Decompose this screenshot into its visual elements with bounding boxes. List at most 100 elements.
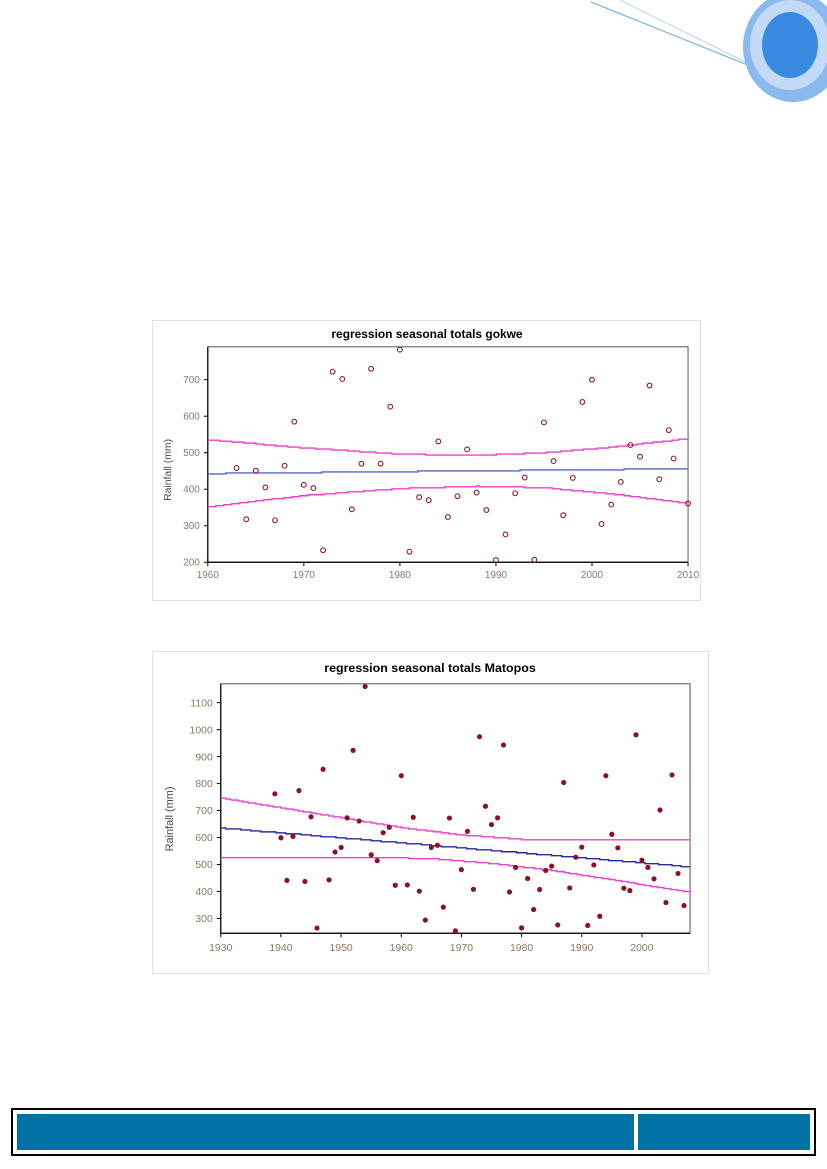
footer-cell-left [17, 1114, 634, 1150]
data-point [494, 815, 501, 821]
data-point [440, 904, 446, 910]
data-point [452, 928, 459, 934]
data-points-gokwe [233, 346, 691, 564]
inner-ellipse-icon [762, 12, 818, 78]
data-point [549, 863, 555, 869]
data-point [434, 842, 440, 848]
y-tick-label: 600 [183, 412, 200, 423]
y-tick-label: 400 [195, 887, 213, 898]
chart-title-gokwe: regression seasonal totals gokwe [331, 327, 523, 341]
y-axis-ticks-gokwe: 200 300 400 500 600 700 [183, 375, 208, 569]
chart-title-matopos: regression seasonal totals Matopos [324, 661, 536, 675]
data-point [422, 917, 428, 923]
y-tick-label: 900 [195, 752, 213, 763]
y-axis-ticks-matopos: 300 400 500 600 700 800 900 1000 1100 [190, 698, 221, 925]
data-point [473, 489, 480, 496]
y-tick-label: 700 [195, 806, 213, 817]
data-point [500, 742, 507, 748]
regression-lines-matopos [220, 797, 691, 893]
figure-matopos-container: regression seasonal totals Matopos Rainf… [152, 651, 709, 974]
data-point [502, 531, 509, 538]
series-lower-confidence-band [207, 485, 689, 508]
data-point [428, 844, 434, 851]
data-point [506, 889, 513, 895]
data-point [670, 455, 677, 462]
data-point [531, 906, 537, 913]
plot-frame-gokwe [207, 346, 689, 563]
x-tick-label: 1980 [510, 943, 533, 954]
chart-matopos: regression seasonal totals Matopos Rainf… [164, 661, 691, 954]
x-tick-label: 2010 [677, 570, 700, 581]
data-point [627, 442, 634, 448]
data-point [392, 882, 398, 888]
page-footer [11, 1108, 816, 1156]
x-tick-label: 1930 [209, 943, 232, 954]
x-tick-label: 1960 [390, 943, 413, 954]
data-point [326, 877, 332, 883]
data-point [454, 493, 461, 500]
data-point [290, 833, 296, 840]
data-point [416, 888, 422, 894]
regression-lines-gokwe [207, 438, 689, 508]
data-point [521, 474, 528, 481]
data-point [387, 403, 394, 410]
data-point [308, 814, 314, 820]
data-point [669, 772, 675, 778]
data-point [252, 467, 259, 474]
data-point [281, 462, 288, 469]
data-point [406, 548, 413, 555]
data-point [396, 346, 403, 353]
data-point [591, 862, 597, 868]
series-upper-confidence-band [220, 797, 691, 841]
data-point [569, 474, 576, 481]
data-point [444, 514, 451, 520]
y-tick-label: 400 [183, 485, 200, 496]
chart-gokwe: regression seasonal totals gokwe Rainfal… [163, 327, 700, 581]
data-point [380, 830, 386, 836]
data-point [262, 484, 269, 491]
data-point [410, 814, 416, 820]
data-point [446, 815, 453, 821]
y-tick-label: 300 [195, 914, 213, 925]
data-point [681, 902, 687, 909]
data-point [657, 807, 663, 813]
data-point [435, 438, 442, 445]
data-point [368, 852, 374, 858]
data-point [291, 418, 298, 425]
data-point [518, 925, 525, 931]
data-point [617, 479, 624, 485]
data-point [656, 476, 663, 483]
y-tick-label: 1100 [190, 698, 213, 709]
data-point [608, 501, 615, 508]
series-fit [220, 827, 691, 868]
data-point [645, 864, 651, 871]
data-point [637, 453, 643, 460]
mid-ellipse-icon [750, 0, 827, 90]
data-point [621, 885, 627, 891]
data-point [639, 857, 645, 863]
data-point [531, 556, 538, 563]
data-point [404, 882, 410, 888]
data-point [398, 773, 404, 779]
data-point [585, 922, 591, 928]
x-tick-label: 1960 [197, 570, 220, 581]
data-point [579, 398, 586, 405]
y-tick-label: 600 [195, 833, 213, 844]
data-point [332, 849, 338, 855]
data-point [482, 803, 489, 809]
data-point [603, 773, 609, 779]
data-point [633, 732, 639, 738]
data-point [627, 888, 633, 894]
x-tick-label: 1950 [329, 943, 352, 954]
y-tick-label: 500 [195, 860, 213, 871]
x-tick-label: 1990 [485, 570, 508, 581]
data-point [470, 886, 477, 892]
page-header-decoration [590, 0, 827, 102]
data-point [665, 427, 672, 434]
data-point [464, 828, 471, 834]
y-tick-label: 200 [183, 558, 200, 569]
data-point [362, 683, 368, 690]
data-point [609, 831, 615, 837]
data-point [377, 460, 384, 467]
y-axis-label-matopos: Rainfall (mm) [164, 786, 176, 851]
